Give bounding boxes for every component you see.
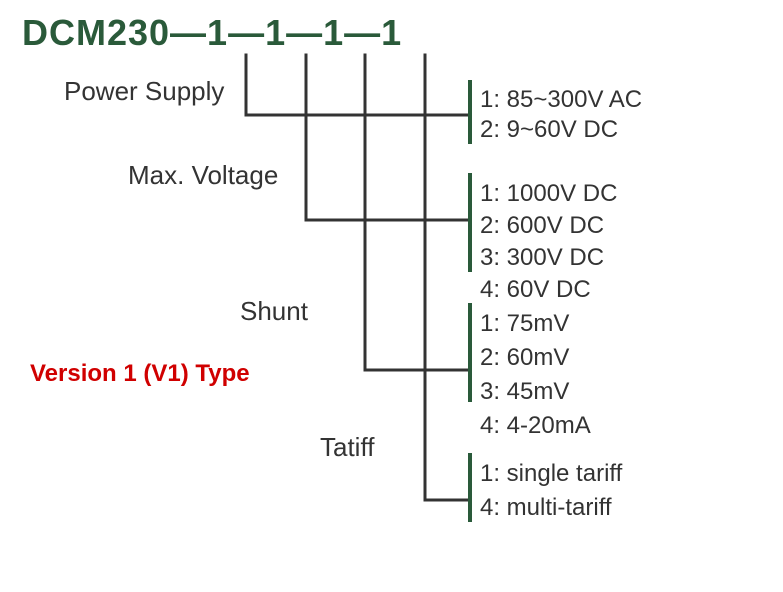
- tariff-label: Tatiff: [320, 432, 374, 463]
- power_supply-option-0: 1: 85~300V AC: [480, 86, 642, 114]
- max_voltage-option-0: 1: 1000V DC: [480, 180, 617, 208]
- tariff-option-0: 1: single tariff: [480, 460, 622, 488]
- shunt-option-0: 1: 75mV: [480, 310, 569, 338]
- max_voltage-label: Max. Voltage: [128, 160, 278, 191]
- max_voltage-option-1: 2: 600V DC: [480, 212, 604, 240]
- shunt-label: Shunt: [240, 296, 308, 327]
- max_voltage-option-3: 4: 60V DC: [480, 276, 591, 304]
- max_voltage-option-2: 3: 300V DC: [480, 244, 604, 272]
- tariff-option-1: 4: multi-tariff: [480, 494, 612, 522]
- power_supply-label: Power Supply: [64, 76, 224, 107]
- shunt-option-2: 3: 45mV: [480, 378, 569, 406]
- power_supply-option-1: 2: 9~60V DC: [480, 116, 618, 144]
- shunt-option-1: 2: 60mV: [480, 344, 569, 372]
- shunt-option-3: 4: 4-20mA: [480, 412, 591, 440]
